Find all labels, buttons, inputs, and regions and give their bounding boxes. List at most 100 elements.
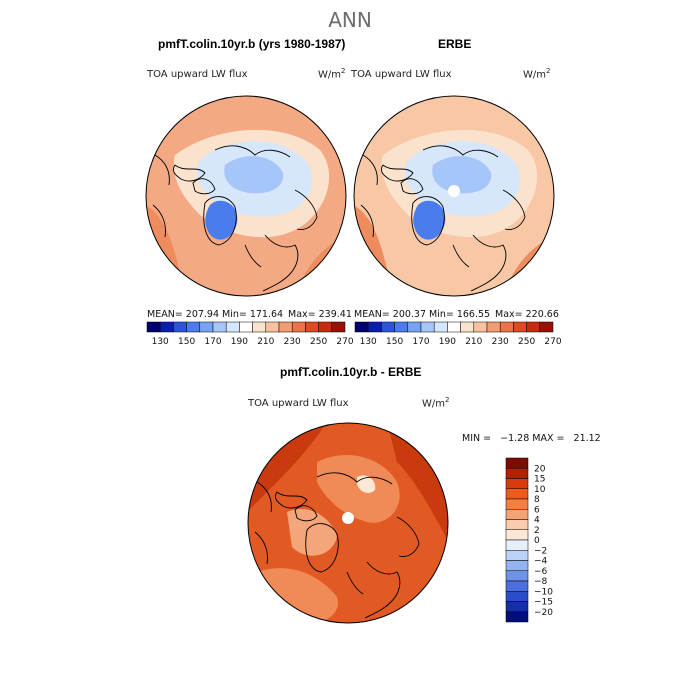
panel3-units: W/m2 <box>422 396 449 409</box>
panel2-colorbar-swatch <box>381 321 395 333</box>
panel3-units-sup: 2 <box>445 396 450 404</box>
greenland-coastline <box>305 523 339 573</box>
panel3-colorbar-swatch <box>505 478 529 489</box>
panel3-colorbar-swatch <box>505 519 529 530</box>
panel2-mean: MEAN= 200.37 <box>354 309 427 320</box>
panel2-colorbar-swatch <box>473 321 488 333</box>
siberian-coastline <box>316 472 393 485</box>
cold-region <box>432 156 492 194</box>
panel3-colorbar-swatch <box>505 591 529 602</box>
panel3-colorbar-tick-label: 15 <box>534 475 545 485</box>
siberian-coastline <box>214 145 291 158</box>
panel3-colorbar-swatch <box>505 509 529 520</box>
panel3-colorbar-tick-label: 4 <box>534 516 540 526</box>
arctic-archipelago-coastline <box>172 164 206 182</box>
panel3-colorbar-tick-label: 8 <box>534 495 540 505</box>
panel2-colorbar-tick-label: 170 <box>412 337 429 347</box>
panel1-colorbar-tick-label: 130 <box>152 337 169 347</box>
panel2-colorbar-tick-label: 230 <box>492 337 509 347</box>
map-boundary-circle <box>145 95 347 297</box>
diff-neutral-region <box>357 475 376 493</box>
panel2-colorbar-tick-label: 270 <box>544 337 561 347</box>
panel3-colorbar-tick-label: −6 <box>534 567 548 577</box>
panel1-colorbar-swatch <box>278 321 293 333</box>
panel1-colorbar-swatch <box>186 321 201 333</box>
panel3-colorbar-swatch <box>505 560 529 571</box>
panel1-units-text: W/m <box>318 69 341 81</box>
panel1-colorbar-swatch <box>212 321 227 333</box>
panel3-colorbar-tick-label: 6 <box>534 505 540 515</box>
panel3-colorbar-tick-label: −20 <box>534 608 553 618</box>
panel1-colorbar-swatch <box>173 321 187 333</box>
panel1-colorbar-tick-label: 150 <box>178 337 195 347</box>
panel3-colorbar-tick-label: −2 <box>534 546 547 556</box>
greenland-cold-region <box>413 200 446 240</box>
alaska-coastline <box>362 154 378 186</box>
panel3-colorbar-swatch <box>505 468 529 479</box>
alaska-coastline <box>154 154 170 186</box>
panel2-colorbar-swatch <box>526 321 541 333</box>
panel3-colorbar-tick-label: 0 <box>534 536 540 546</box>
panel1-mean: MEAN= 207.94 <box>147 309 220 320</box>
panel3-colorbar-swatch <box>505 529 529 541</box>
coastlines <box>360 145 526 292</box>
panel2-colorbar-swatch <box>486 321 501 333</box>
alaska-coastline <box>256 481 272 513</box>
iceland-coastline <box>346 571 364 595</box>
panel3-colorbar-tick-label: 20 <box>534 464 546 474</box>
panel2-colorbar-tick-label: 190 <box>439 337 456 347</box>
panel1-colorbar-swatch <box>318 321 333 333</box>
siberian-coastline <box>422 145 499 158</box>
panel3-colorbar-swatch <box>505 601 529 612</box>
scandinavia-coastline <box>364 561 401 619</box>
panel2-colorbar-swatch <box>539 321 554 333</box>
scandinavia-coastline <box>470 234 507 292</box>
greenland-coastline <box>411 196 445 246</box>
map-boundary-circle <box>353 95 555 297</box>
panel1-colorbar-tick-label: 210 <box>257 337 274 347</box>
panel3-colorbar-swatch <box>505 570 529 582</box>
panel3-colorbar-swatch <box>505 611 529 623</box>
panel1-colorbar-swatch <box>331 321 346 333</box>
season-title: ANN <box>328 8 372 32</box>
russia-coastline <box>294 189 318 230</box>
panel2-colorbar-swatch <box>499 321 514 333</box>
coastlines <box>152 145 318 292</box>
panel3-colorbar-swatch <box>505 550 529 561</box>
panel1-title: pmfT.colin.10yr.b (yrs 1980-1987) <box>158 37 346 51</box>
baffin-coastline <box>192 178 216 195</box>
panel2-max: Max= 220.66 <box>495 309 559 320</box>
cold-region <box>224 156 284 194</box>
panel3-colorbar-swatch <box>505 580 529 592</box>
pole-data-gap <box>448 185 460 197</box>
panel3-colorbar-tick-label: −15 <box>534 598 553 608</box>
panel3-colorbar-swatch <box>505 539 529 551</box>
panel2-colorbar-swatch <box>460 321 475 333</box>
panel3-title: pmfT.colin.10yr.b - ERBE <box>280 365 422 379</box>
panel2-field-label: TOA upward LW flux <box>351 69 452 80</box>
panel1-units: W/m2 <box>318 67 345 80</box>
panel2-colorbar: 130 150 170 190 210 230 250 270 <box>354 321 562 347</box>
canada-coastline <box>360 204 374 238</box>
panel1-polar-map <box>145 95 347 297</box>
coastlines <box>254 472 420 619</box>
baffin-coastline <box>294 505 318 522</box>
panel3-colorbar-swatch <box>505 498 529 510</box>
panel3-polar-map <box>247 422 449 624</box>
panel3-colorbar-tick-label: −8 <box>534 577 548 587</box>
greenland-coastline <box>203 196 237 246</box>
panel1-colorbar-swatch <box>305 321 319 333</box>
arctic-archipelago-coastline <box>380 164 414 182</box>
arctic-archipelago-coastline <box>274 491 308 509</box>
panel1-colorbar-swatch <box>199 321 214 333</box>
panel2-colorbar-swatch <box>420 321 435 333</box>
russia-coastline <box>502 189 526 230</box>
iceland-coastline <box>452 244 470 268</box>
baffin-coastline <box>400 178 424 195</box>
panel2-colorbar-swatch <box>354 321 369 333</box>
panel1-colorbar-swatch <box>265 321 280 333</box>
panel1-colorbar-swatch <box>291 321 306 333</box>
panel2-units-text: W/m <box>523 69 546 81</box>
obs-field <box>354 96 554 296</box>
